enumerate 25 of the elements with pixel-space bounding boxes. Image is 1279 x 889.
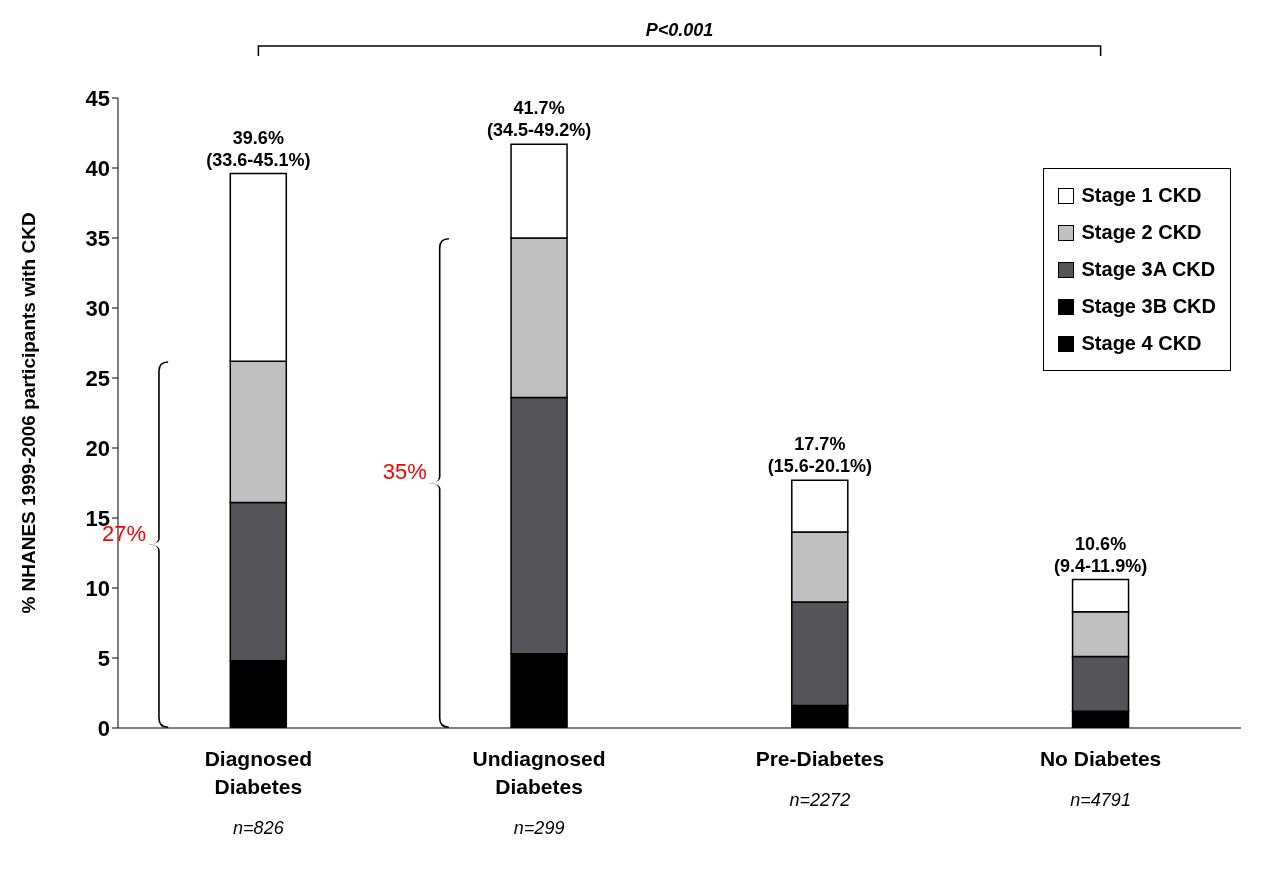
y-tick-label: 40	[85, 155, 110, 181]
total-label: 10.6% (9.4-11.9%)	[1054, 533, 1148, 576]
y-tick-label: 20	[85, 435, 110, 461]
legend-label: Stage 3B CKD	[1081, 295, 1216, 318]
y-tick-label: 30	[85, 295, 110, 321]
x-tick-label: Undiagnosed Diabetes n=299	[472, 747, 606, 838]
text: P<0.001	[645, 20, 714, 40]
legend-label: Stage 1 CKD	[1081, 184, 1202, 207]
total-label: 39.6% (33.6-45.1%)	[206, 127, 311, 170]
legend-label: Stage 2 CKD	[1081, 221, 1202, 244]
legend-label: Stage 3A CKD	[1081, 258, 1216, 281]
y-tick-label: 25	[85, 365, 110, 391]
legend-label: Stage 4 CKD	[1081, 332, 1202, 355]
x-tick-label: Pre-Diabetes n=2272	[755, 747, 885, 810]
y-axis-title: % NHANES 1999-2006 participants with CKD	[17, 212, 39, 614]
total-label: 17.7% (15.6-20.1%)	[767, 434, 872, 477]
y-tick-label: 10	[85, 575, 110, 601]
y-tick-label: 5	[97, 645, 110, 671]
y-tick-label: 35	[85, 225, 110, 251]
y-tick-label: 45	[85, 85, 110, 111]
y-tick-label: 0	[97, 715, 110, 741]
total-label: 41.7% (34.5-49.2%)	[487, 98, 592, 141]
annotation: 35%	[382, 459, 427, 484]
x-tick-label: Diagnosed Diabetes n=826	[204, 747, 313, 838]
x-tick-label: No Diabetes n=4791	[1039, 747, 1162, 810]
